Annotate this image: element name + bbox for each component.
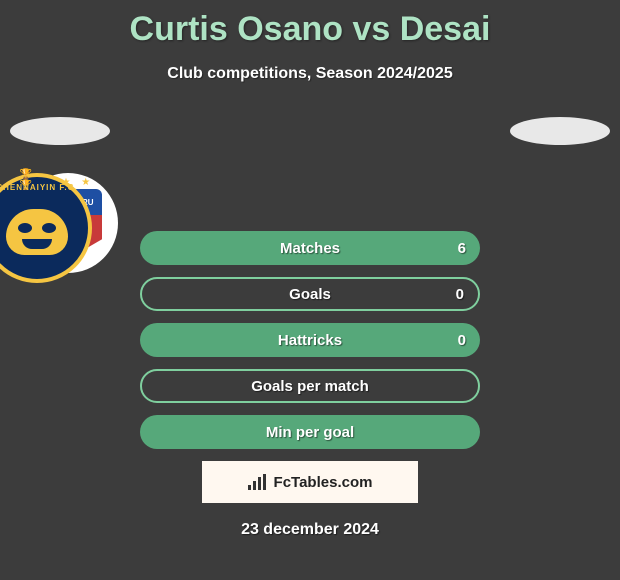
stat-row: Hattricks 0 [140,323,480,357]
stat-value-right: 0 [458,332,466,349]
stat-label: Goals [289,286,331,303]
page-title: Curtis Osano vs Desai [0,0,620,49]
stat-value-right: 6 [458,240,466,257]
stat-row: Goals per match [140,369,480,403]
player-slot-right [510,117,610,145]
stat-value-right: 0 [456,286,464,303]
stat-label: Goals per match [251,378,369,395]
stat-rows: Matches 6 Goals 0 Hattricks 0 Goals per match M… [140,231,480,449]
page-subtitle: Club competitions, Season 2024/2025 [0,65,620,83]
mask-icon [6,209,68,255]
branding-box: FcTables.com [202,461,418,503]
club-label-right: CHENNAIYIN F.C. [0,183,88,192]
mask-mouth [22,239,52,249]
branding-text: FcTables.com [274,474,373,491]
player-slot-left [10,117,110,145]
stat-row: Goals 0 [140,277,480,311]
stat-label: Min per goal [266,424,354,441]
stat-label: Matches [280,240,340,257]
stat-row: Min per goal [140,415,480,449]
stats-area: ★ ★ ★ BENGALURU 🏆🏆 CHENNAIYIN F.C. Match… [0,121,620,539]
stat-row: Matches 6 [140,231,480,265]
date-text: 23 december 2024 [0,521,620,539]
stat-label: Hattricks [278,332,342,349]
bars-icon [248,474,268,490]
